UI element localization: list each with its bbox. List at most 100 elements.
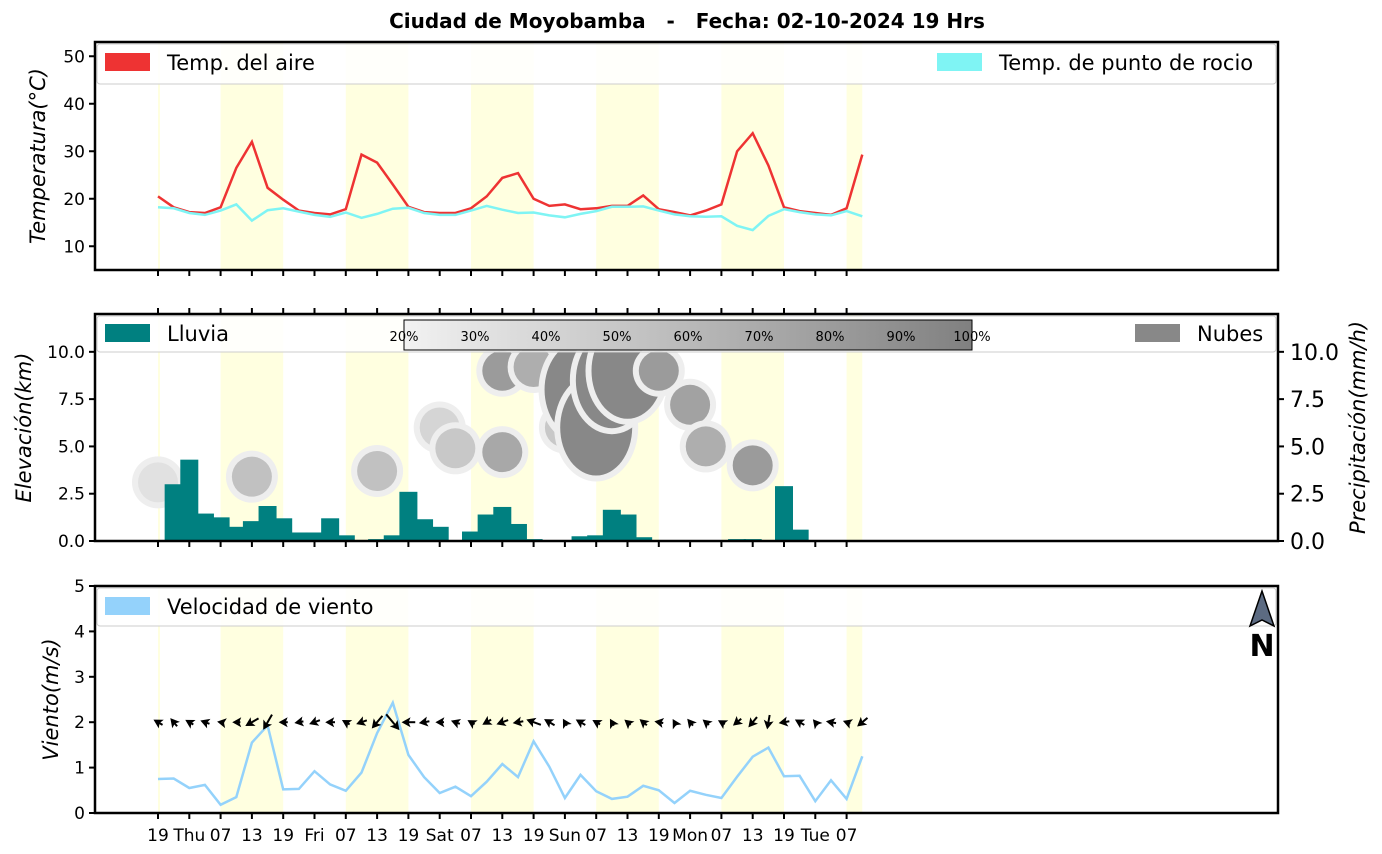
x-tick-label: 19 — [523, 826, 545, 846]
colorbar-rect — [403, 319, 973, 351]
cloud-blob — [638, 350, 679, 391]
rain-bar — [493, 506, 512, 541]
rain-bar — [462, 531, 480, 541]
colorbar-label: 90% — [887, 330, 916, 345]
cloud-blob — [670, 384, 711, 425]
series-line-wind — [157, 699, 864, 807]
wind-arrow-head — [794, 719, 806, 729]
colorbar-label: 40% — [532, 330, 561, 345]
wind-arrow-head — [200, 718, 211, 729]
legend-clouds-label: Nubes — [1197, 322, 1263, 346]
rain-bar — [305, 532, 324, 541]
wind-arrow — [778, 716, 790, 727]
wind-arrow — [435, 717, 445, 728]
legend-wind-label: Velocidad de viento — [167, 595, 373, 619]
elev-y-tick-label: 5.0 — [58, 437, 85, 457]
wind-arrow — [654, 718, 665, 728]
cloud-blob — [435, 428, 476, 469]
precip-y-tick-label: 7.5 — [1290, 388, 1325, 413]
rain-bar — [180, 459, 199, 541]
wind-arrow-head — [857, 716, 868, 727]
wind-axes — [93, 584, 1280, 815]
wind-arrow-head — [562, 718, 572, 730]
wind-arrow-head — [245, 717, 256, 727]
colorbar-label: 80% — [816, 330, 845, 345]
wind-arrow-head — [654, 718, 665, 728]
wind-arrow-head — [717, 720, 729, 730]
elev-y-tick-label: 7.5 — [58, 390, 85, 410]
legend-temp-dew-label: Temp. de punto de rocio — [998, 51, 1253, 75]
rain-bar — [164, 484, 183, 541]
x-tick-label: 13 — [366, 826, 388, 846]
temp-y-tick-label: 20 — [63, 190, 85, 210]
precip-y-tick-label: 0.0 — [1290, 530, 1325, 555]
wind-arrow-head — [356, 716, 367, 726]
wind-y-tick-label: 0 — [74, 804, 85, 824]
wind-arrow — [496, 716, 509, 726]
temp-ylabel: Temperatura(°C) — [26, 68, 50, 244]
elev-y-tick-label: 10.0 — [47, 343, 85, 363]
wind-arrow — [592, 719, 603, 729]
wind-arrow — [263, 714, 273, 730]
rain-bar — [399, 491, 418, 541]
x-tick-label: 19 — [272, 826, 294, 846]
chart-title: Ciudad de Moyobamba - Fecha: 02-10-2024 … — [389, 9, 985, 33]
wind-arrow — [185, 719, 196, 729]
north-arrow-icon: N — [1248, 588, 1276, 664]
wind-arrow-head — [482, 715, 493, 725]
wind-arrow-head — [401, 717, 411, 728]
rain-bar — [289, 532, 308, 541]
legend-temp-air-label: Temp. del aire — [166, 51, 315, 75]
rain-bar — [195, 513, 214, 541]
rain-bar — [508, 523, 527, 541]
north-arrow-shape — [1248, 588, 1276, 628]
wind-arrow-head — [592, 719, 603, 729]
wind-arrow — [717, 720, 729, 730]
precip-ylabel: Precipitación(mm/h) — [1346, 321, 1370, 534]
wind-arrow-shaft — [501, 719, 509, 724]
wind-arrow-head — [153, 719, 164, 729]
x-tick-label: 19 — [648, 826, 670, 846]
wind-arrow-head — [639, 719, 650, 729]
wind-arrow-head — [748, 717, 758, 728]
x-tick-label: 13 — [241, 826, 263, 846]
rain-bar — [618, 514, 637, 541]
temp-y-tick-label: 30 — [63, 142, 85, 162]
wind-arrow — [217, 718, 227, 729]
wind-arrow-head — [575, 719, 587, 729]
rain-bar — [587, 535, 606, 541]
wind-ylabel: Viento(m/s) — [39, 638, 63, 760]
wind-arrow — [294, 716, 305, 727]
wind-arrow-head — [842, 719, 854, 729]
wind-arrow-head — [825, 717, 836, 728]
wind-arrow-head — [496, 716, 507, 726]
wind-arrow — [232, 717, 242, 728]
rain-axes — [93, 312, 1280, 543]
x-tick-label: 07 — [460, 826, 482, 846]
wind-arrow-head — [624, 719, 635, 730]
wind-arrow — [732, 716, 744, 726]
rain-bar — [571, 536, 590, 541]
wind-arrow — [325, 717, 335, 728]
wind-legend — [96, 587, 1277, 627]
rain-bar — [602, 509, 621, 541]
rain-bar — [477, 514, 496, 541]
colorbar-label: 20% — [390, 330, 419, 345]
x-tick-label: 19 — [147, 826, 169, 846]
legend-temp-dew-swatch — [937, 53, 982, 71]
rain-bar — [321, 518, 340, 541]
wind-arrow — [609, 718, 619, 730]
wind-arrow-head — [812, 719, 823, 730]
rain-bar — [274, 518, 293, 541]
x-tick-label: 19 — [398, 826, 420, 846]
wind-arrow-head — [778, 716, 789, 727]
wind-arrow-head — [278, 717, 288, 728]
wind-arrow-head — [526, 717, 537, 728]
x-tick-label: Thu — [172, 826, 205, 846]
temperature-axes — [93, 40, 1280, 272]
colorbar-label: 60% — [674, 330, 703, 345]
wind-arrow-shaft — [249, 717, 260, 724]
wind-arrow — [687, 718, 697, 729]
wind-y-tick-label: 5 — [74, 577, 85, 597]
series-line-temp-air — [157, 130, 864, 217]
